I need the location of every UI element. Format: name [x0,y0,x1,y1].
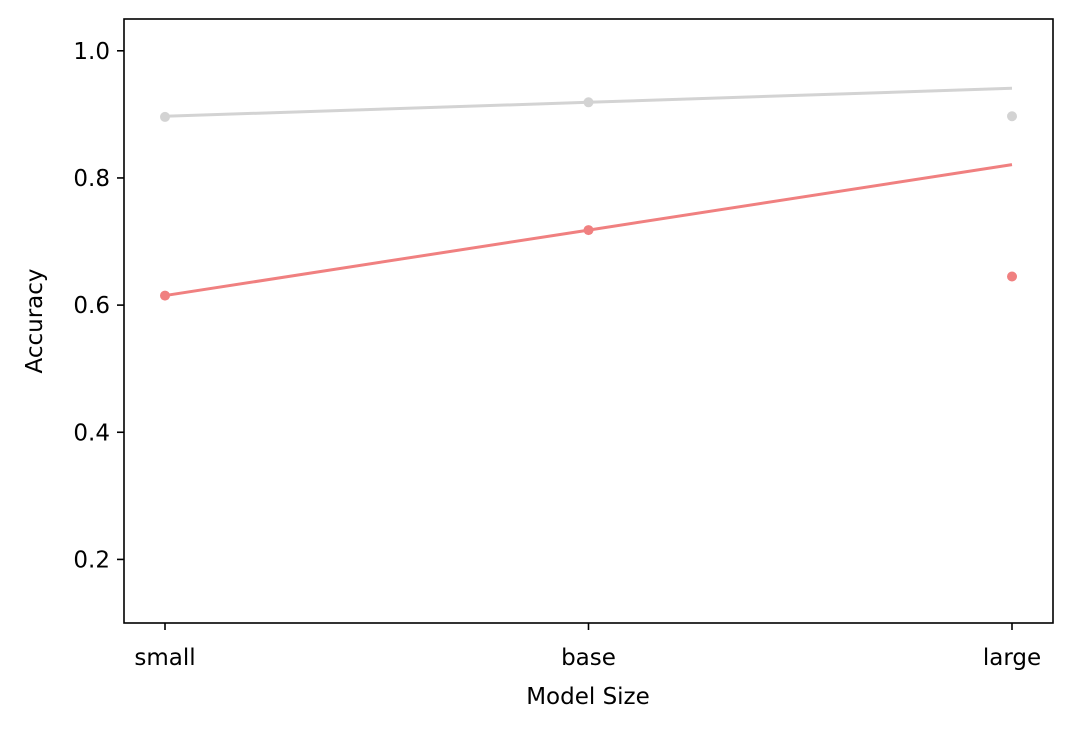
y-tick-label: 0.4 [73,420,110,446]
y-tick-label: 0.6 [73,293,110,319]
y-tick-label: 0.2 [73,547,110,573]
y-axis: 0.2 0.4 0.6 0.8 1.0 [73,39,124,573]
x-tick-label: base [561,645,616,671]
series-2-point [583,225,594,236]
series-2-point [1007,271,1017,282]
x-axis-label: Model Size [526,684,650,710]
series-1-point [160,111,170,122]
y-tick-label: 0.8 [73,166,110,192]
plot-area [124,19,1053,623]
series-2-point [160,290,170,301]
series-layer [160,86,1017,301]
x-tick-label: small [134,645,195,671]
x-axis: small base large [134,623,1041,671]
x-tick-label: large [983,645,1041,671]
y-tick-label: 1.0 [73,39,110,65]
series-1-point [583,97,594,108]
y-axis-label: Accuracy [22,268,48,373]
series-1-point [1007,111,1017,122]
